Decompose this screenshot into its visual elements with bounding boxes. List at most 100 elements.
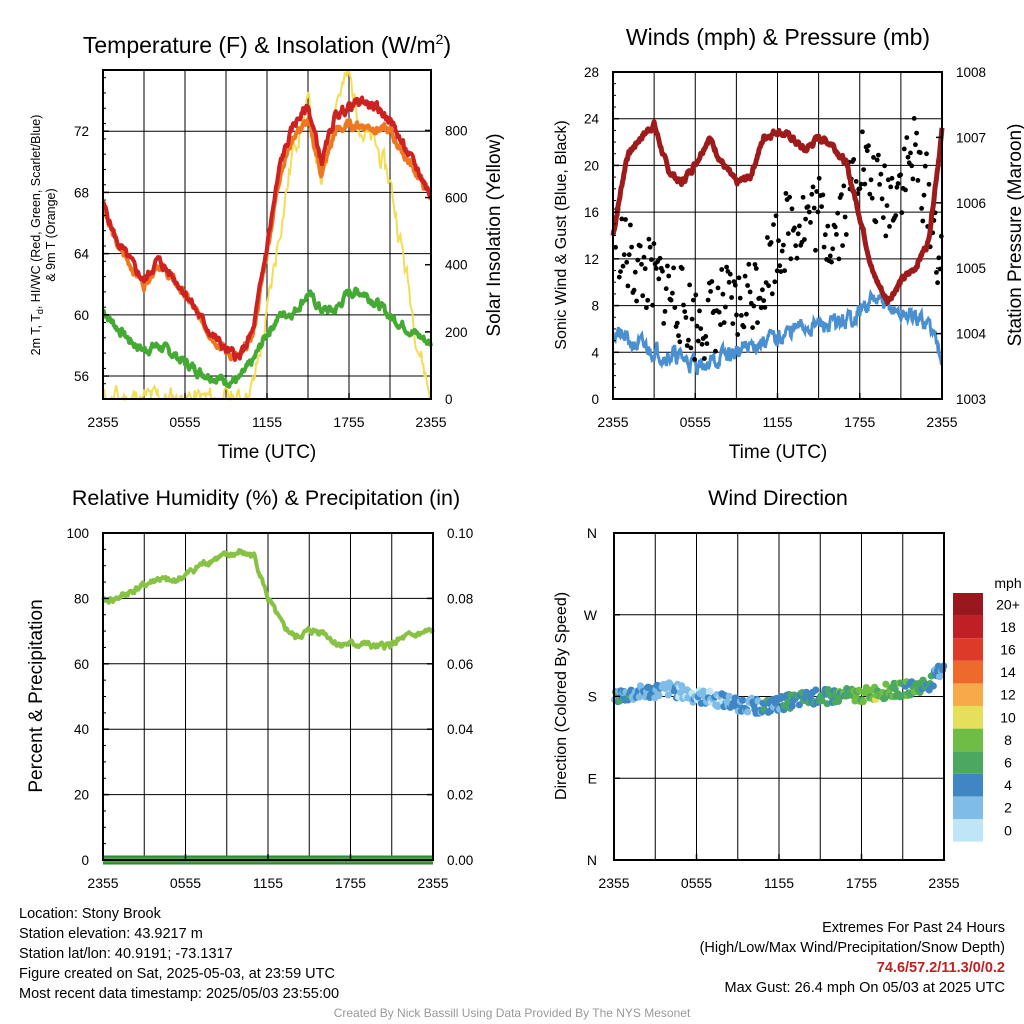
gust-point	[840, 243, 845, 249]
gust-point	[750, 325, 755, 330]
station-location: Location: Stony Brook	[19, 906, 161, 922]
extremes-title: Extremes For Past 24 Hours	[822, 920, 1005, 936]
gust-point	[868, 177, 874, 183]
y-tick-label-right: 1006	[956, 196, 986, 211]
gust-point	[769, 291, 775, 297]
winds-ylabel-left: Sonic Wind & Gust (Blue, Black)	[553, 120, 570, 349]
series-relative-humidity	[101, 548, 435, 651]
gust-point	[908, 150, 913, 156]
temperature-ylabel-left: 2m T, Td, HI/WC (Red, Green, Scarlet/Blu…	[29, 115, 45, 356]
gust-point	[703, 334, 709, 339]
y-tick-label-left: 0	[81, 853, 89, 868]
gust-point	[914, 130, 919, 136]
gust-point	[628, 222, 633, 228]
gust-point	[776, 238, 781, 244]
gust-point	[885, 177, 891, 183]
gust-point	[772, 279, 778, 285]
wind-direction-point	[795, 701, 803, 709]
wind-direction-point	[929, 682, 937, 690]
gust-point	[783, 191, 789, 196]
y-tick-label-left: 60	[74, 657, 89, 672]
gust-point	[935, 280, 940, 286]
gust-point	[662, 309, 668, 314]
gust-point	[687, 282, 692, 288]
gust-point	[809, 191, 815, 197]
gust-point	[653, 266, 659, 271]
y-tick-label-right: 1004	[956, 327, 987, 342]
gust-point	[888, 184, 894, 190]
gust-point	[879, 196, 885, 202]
gust-point	[830, 246, 836, 252]
extremes-values: 74.6/57.2/11.3/0/0.2	[876, 960, 1005, 976]
gust-point	[839, 192, 844, 198]
gust-point	[843, 232, 849, 237]
humidity-title: Relative Humidity (%) & Precipitation (i…	[72, 486, 460, 510]
y-tick-label-right: 1007	[956, 130, 986, 145]
y-tick-label-left: 60	[74, 308, 89, 323]
x-tick-label: 2355	[87, 414, 118, 430]
x-tick-label: 2355	[87, 875, 118, 891]
colorbar-title: mph	[994, 575, 1021, 591]
gust-point	[887, 224, 892, 229]
gust-point	[922, 163, 928, 169]
colorbar-label: 14	[1000, 664, 1016, 680]
extremes-info: Extremes For Past 24 Hours (High/Low/Max…	[700, 918, 1005, 998]
colorbar-swatch	[953, 796, 983, 819]
gust-point	[645, 297, 651, 303]
winds-panel: Winds (mph) & Pressure (mb) 2355 0555 1155…	[553, 24, 1024, 463]
gust-point	[793, 243, 799, 249]
gust-point	[755, 320, 760, 325]
gust-point	[803, 216, 808, 222]
gust-point	[853, 179, 859, 184]
gust-point	[815, 209, 821, 215]
gust-point	[730, 321, 736, 326]
gust-point	[649, 257, 654, 262]
gust-point	[917, 150, 923, 156]
y-tick-label-right: 1003	[956, 392, 986, 407]
gust-point	[655, 259, 660, 264]
gust-point	[871, 155, 876, 160]
gust-point	[683, 315, 689, 320]
series-station-pressure	[610, 119, 945, 306]
temperature-title: Temperature (F) & Insolation (W/m2)	[83, 31, 451, 58]
gust-point	[709, 279, 715, 284]
y-tick-label-left: 24	[584, 112, 600, 127]
gust-point	[639, 261, 644, 267]
gust-point	[813, 247, 818, 253]
y-tick-label-left: 72	[74, 124, 89, 139]
gust-point	[719, 267, 725, 272]
gust-point	[676, 333, 681, 339]
gust-point	[816, 175, 822, 181]
gust-point	[936, 255, 942, 261]
colorbar-swatch	[953, 615, 983, 639]
gust-point	[921, 192, 927, 198]
gust-point	[919, 206, 924, 211]
gust-point	[861, 167, 866, 173]
gust-point	[873, 219, 879, 225]
gust-point	[934, 270, 939, 275]
gust-point	[787, 194, 792, 200]
gust-point	[771, 222, 776, 228]
station-latlon: Station lat/lon: 40.9191; -73.1317	[19, 946, 233, 962]
gust-point	[836, 256, 842, 262]
wind-direction-point	[744, 708, 752, 716]
gust-point	[904, 135, 910, 141]
series-dewpoint	[101, 286, 433, 389]
gust-point	[882, 163, 887, 169]
temperature-panel: Temperature (F) & Insolation (W/m2) 2355…	[29, 31, 505, 463]
y-tick-label-right: 0.08	[447, 591, 473, 606]
gust-point	[635, 257, 641, 263]
gust-point	[773, 213, 779, 219]
gust-point	[765, 235, 770, 240]
gust-point	[866, 143, 871, 149]
y-tick-label-left: 16	[584, 205, 599, 220]
x-tick-label: 0555	[681, 875, 712, 891]
gust-point	[751, 303, 757, 309]
credit-line: Created By Nick Bassill Using Data Provi…	[333, 1006, 691, 1020]
gust-point	[684, 343, 690, 348]
y-tick-label-left: 0	[591, 392, 599, 407]
gust-point	[834, 232, 839, 237]
y-tick-label-left: 56	[74, 369, 89, 384]
gust-point	[631, 287, 637, 293]
gust-point	[723, 304, 728, 310]
